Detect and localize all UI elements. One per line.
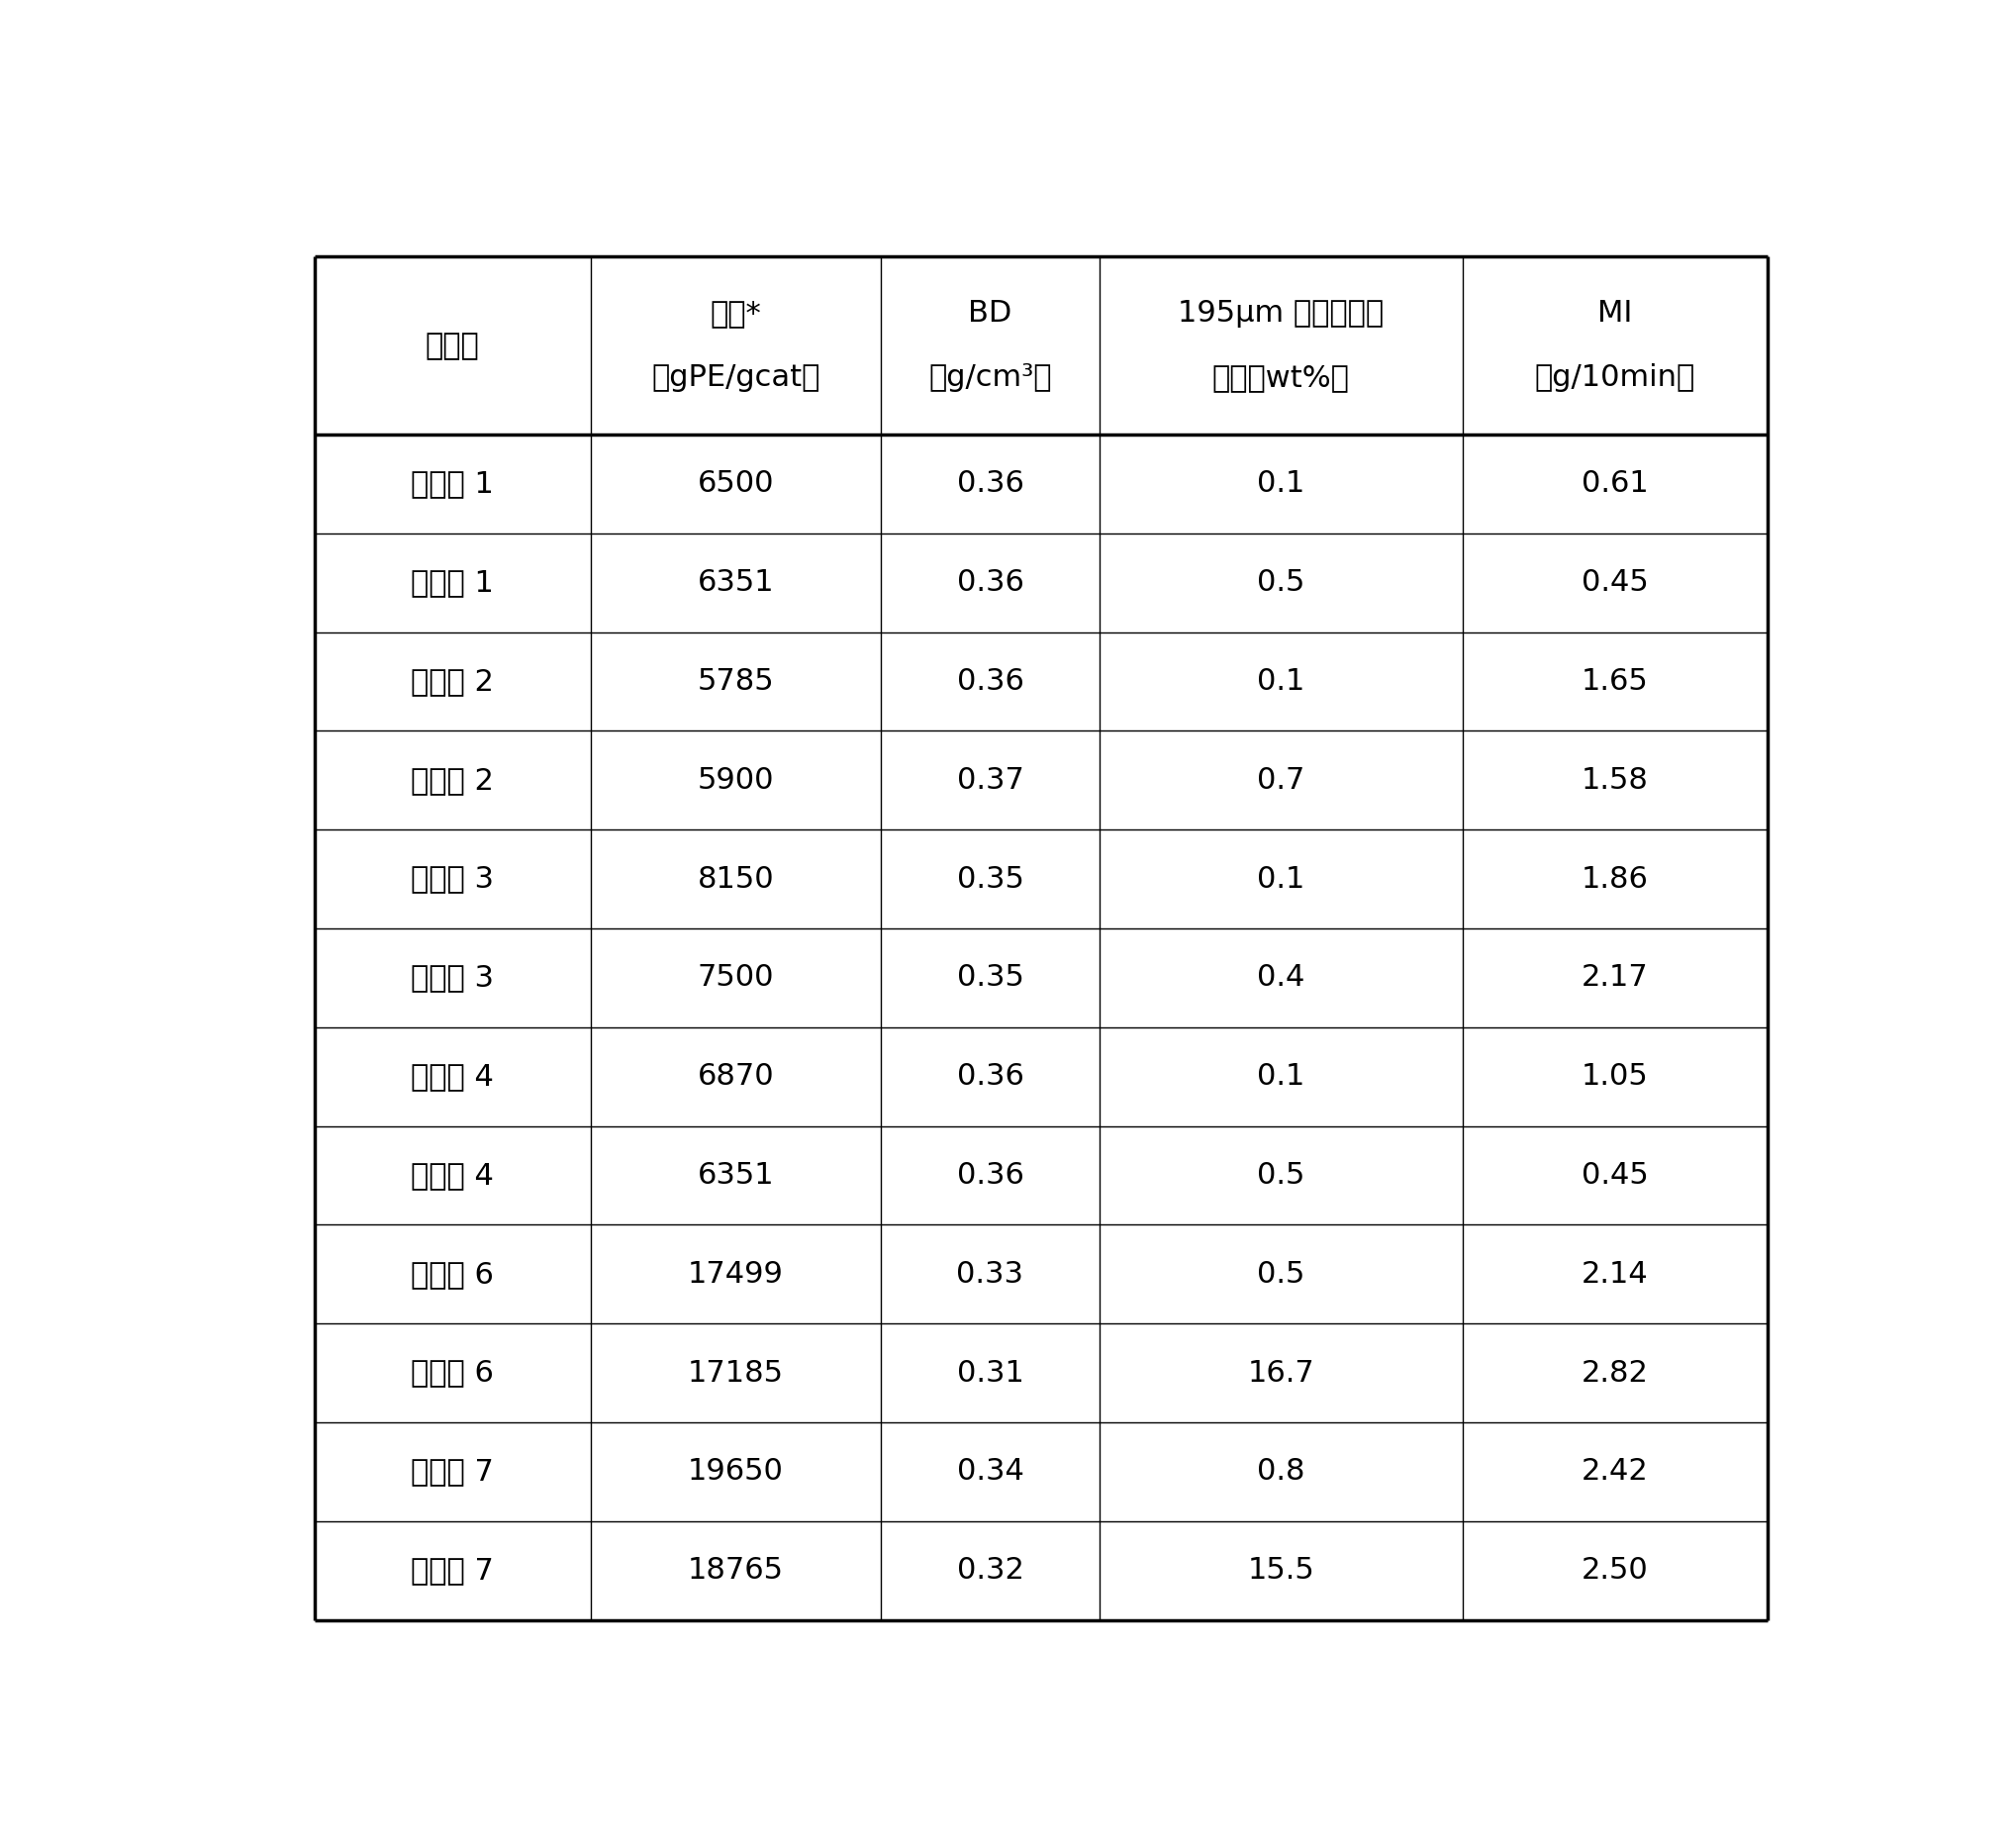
Text: 0.36: 0.36 — [956, 1062, 1024, 1092]
Text: 0.36: 0.36 — [956, 668, 1024, 695]
Text: 实施例: 实施例 — [425, 332, 480, 360]
Text: 1.05: 1.05 — [1581, 1062, 1649, 1092]
Text: 0.1: 0.1 — [1256, 865, 1304, 892]
Text: 0.35: 0.35 — [956, 865, 1024, 892]
Text: （g/cm³）: （g/cm³） — [929, 363, 1052, 393]
Text: 0.45: 0.45 — [1581, 1162, 1649, 1189]
Text: 6500: 6500 — [698, 470, 774, 498]
Text: 实施例 3: 实施例 3 — [411, 865, 494, 892]
Text: 实施例 7: 实施例 7 — [411, 1457, 494, 1486]
Text: 6351: 6351 — [698, 1162, 774, 1189]
Text: 活性*: 活性* — [710, 299, 762, 328]
Text: 比较例 1: 比较例 1 — [411, 568, 494, 597]
Text: 实施例 4: 实施例 4 — [411, 1062, 494, 1092]
Text: 7500: 7500 — [698, 963, 774, 992]
Text: 比较例 6: 比较例 6 — [411, 1359, 494, 1387]
Text: 18765: 18765 — [687, 1556, 784, 1584]
Text: 2.14: 2.14 — [1581, 1259, 1649, 1289]
Text: 0.37: 0.37 — [956, 765, 1024, 795]
Text: 0.36: 0.36 — [956, 568, 1024, 597]
Text: 1.86: 1.86 — [1581, 865, 1649, 892]
Text: 0.36: 0.36 — [956, 470, 1024, 498]
Text: 2.42: 2.42 — [1581, 1457, 1649, 1486]
Text: 0.4: 0.4 — [1256, 963, 1304, 992]
Text: 含量（wt%）: 含量（wt%） — [1212, 363, 1349, 393]
Text: 比较例 4: 比较例 4 — [411, 1162, 494, 1189]
Text: 1.65: 1.65 — [1581, 668, 1649, 695]
Text: 实施例 6: 实施例 6 — [411, 1259, 494, 1289]
Text: 0.31: 0.31 — [956, 1359, 1024, 1387]
Text: 0.5: 0.5 — [1256, 1162, 1304, 1189]
Text: 2.82: 2.82 — [1581, 1359, 1649, 1387]
Text: 实施例 2: 实施例 2 — [411, 668, 494, 695]
Text: 17499: 17499 — [687, 1259, 784, 1289]
Text: 195μm 以下细粉的: 195μm 以下细粉的 — [1177, 299, 1383, 328]
Text: 0.7: 0.7 — [1256, 765, 1304, 795]
Text: 6351: 6351 — [698, 568, 774, 597]
Text: （gPE/gcat）: （gPE/gcat） — [651, 363, 821, 393]
Text: 19650: 19650 — [687, 1457, 784, 1486]
Text: 16.7: 16.7 — [1248, 1359, 1314, 1387]
Text: 5900: 5900 — [698, 765, 774, 795]
Text: 2.50: 2.50 — [1581, 1556, 1649, 1584]
Text: 1.58: 1.58 — [1581, 765, 1649, 795]
Text: 8150: 8150 — [698, 865, 774, 892]
Text: 0.1: 0.1 — [1256, 470, 1304, 498]
Text: 0.36: 0.36 — [956, 1162, 1024, 1189]
Text: 0.35: 0.35 — [956, 963, 1024, 992]
Text: 0.5: 0.5 — [1256, 568, 1304, 597]
Text: 5785: 5785 — [698, 668, 774, 695]
Text: 0.1: 0.1 — [1256, 668, 1304, 695]
Text: BD: BD — [968, 299, 1012, 328]
Text: 0.5: 0.5 — [1256, 1259, 1304, 1289]
Text: 0.33: 0.33 — [956, 1259, 1024, 1289]
Text: 6870: 6870 — [698, 1062, 774, 1092]
Text: 2.17: 2.17 — [1581, 963, 1649, 992]
Text: 比较例 3: 比较例 3 — [411, 963, 494, 992]
Text: 比较例 7: 比较例 7 — [411, 1556, 494, 1584]
Text: 17185: 17185 — [687, 1359, 784, 1387]
Text: 0.1: 0.1 — [1256, 1062, 1304, 1092]
Text: 0.32: 0.32 — [956, 1556, 1024, 1584]
Text: （g/10min）: （g/10min） — [1534, 363, 1695, 393]
Text: MI: MI — [1597, 299, 1633, 328]
Text: 0.8: 0.8 — [1256, 1457, 1304, 1486]
Text: 15.5: 15.5 — [1248, 1556, 1314, 1584]
Text: 0.45: 0.45 — [1581, 568, 1649, 597]
Text: 0.61: 0.61 — [1581, 470, 1649, 498]
Text: 0.34: 0.34 — [956, 1457, 1024, 1486]
Text: 实施例 1: 实施例 1 — [411, 470, 494, 498]
Text: 比较例 2: 比较例 2 — [411, 765, 494, 795]
